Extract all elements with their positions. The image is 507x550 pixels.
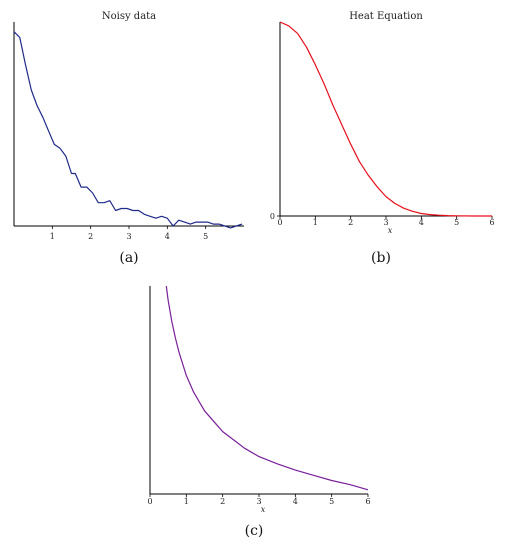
x-tick-label: 2 xyxy=(220,497,225,506)
x-tick-label: 3 xyxy=(126,232,131,241)
x-tick-label: 4 xyxy=(419,218,424,227)
x-tick-label: 4 xyxy=(293,497,298,506)
x-tick-label: 3 xyxy=(383,218,388,227)
panel-a: Noisy data 1 2 3 4 5 (a) xyxy=(13,11,244,266)
panel-b: Heat Equation 0 1 2 3 4 5 6 0 x (b) xyxy=(270,11,495,266)
x-tick-label: 1 xyxy=(313,218,318,227)
x-tick-label: 6 xyxy=(365,497,370,506)
x-tick-label: 6 xyxy=(489,218,494,227)
x-tick-label: 2 xyxy=(88,232,93,241)
x-axis-label: x xyxy=(261,505,266,514)
x-tick-label: 2 xyxy=(348,218,353,227)
panel-label: (c) xyxy=(245,523,264,539)
x-tick-label: 4 xyxy=(165,232,170,241)
chart-title: Heat Equation xyxy=(349,11,423,22)
x-tick-label: 0 xyxy=(277,218,282,227)
panel-label: (b) xyxy=(371,250,391,266)
x-tick-label: 5 xyxy=(454,218,459,227)
x-tick-label: 1 xyxy=(50,232,55,241)
series-line xyxy=(279,21,492,217)
series-line xyxy=(13,31,243,229)
panel-c: 0 1 2 3 4 5 6 x (c) xyxy=(147,285,371,539)
x-tick-label: 0 xyxy=(147,497,152,506)
chart-title: Noisy data xyxy=(102,11,156,22)
panel-label: (a) xyxy=(119,250,138,266)
series-line xyxy=(165,285,369,491)
x-tick-label: 1 xyxy=(184,497,189,506)
x-axis-label: x xyxy=(388,226,393,235)
y-tick-label: 0 xyxy=(270,212,275,221)
x-tick-label: 3 xyxy=(256,497,261,506)
x-tick-label: 5 xyxy=(203,232,208,241)
x-tick-label: 5 xyxy=(329,497,334,506)
